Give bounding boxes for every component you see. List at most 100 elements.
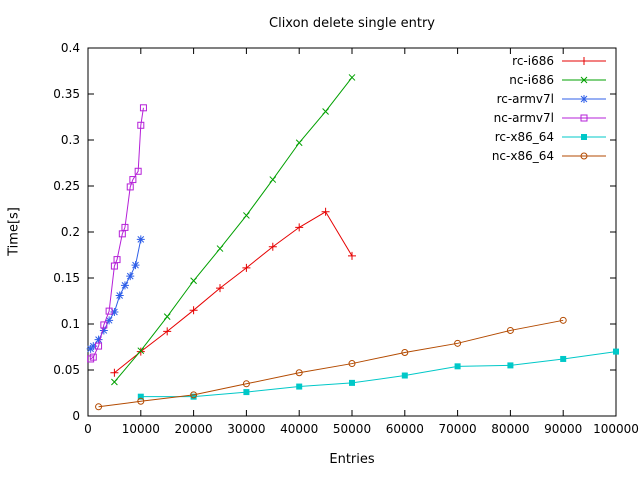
legend-label: nc-armv7l (494, 111, 554, 125)
data-point-marker (190, 393, 197, 400)
data-point-marker (190, 277, 197, 285)
data-point-marker (115, 291, 124, 300)
y-tick-label: 0.2 (61, 225, 80, 239)
y-tick-label: 0.25 (53, 179, 80, 193)
x-tick-label: 70000 (439, 422, 477, 436)
data-point-marker (580, 95, 588, 103)
legend-label: rc-armv7l (497, 92, 554, 106)
data-point-marker (137, 347, 145, 355)
legend-entry-rc-armv7l: rc-armv7l (497, 92, 606, 106)
data-point-marker (454, 363, 461, 370)
data-point-marker (507, 362, 514, 369)
y-tick-label: 0.35 (53, 87, 80, 101)
data-point-marker (454, 339, 462, 347)
x-tick-label: 10000 (122, 422, 160, 436)
legend-label: nc-x86_64 (492, 149, 554, 163)
data-point-marker (105, 307, 113, 315)
series-nc-armv7l (87, 104, 147, 363)
data-point-marker (129, 176, 137, 184)
data-point-marker (99, 326, 108, 335)
series-line (114, 77, 353, 383)
data-point-marker (560, 355, 567, 362)
y-tick-label: 0.3 (61, 133, 80, 147)
data-point-marker (581, 134, 587, 140)
data-point-marker (401, 372, 408, 379)
legend-entry-nc-x86_64: nc-x86_64 (492, 149, 606, 163)
data-point-marker (105, 316, 114, 325)
data-point-marker (94, 335, 103, 344)
data-point-marker (190, 391, 198, 399)
x-tick-label: 50000 (333, 422, 371, 436)
data-point-marker (559, 316, 567, 324)
legend-entry-rc-x86_64: rc-x86_64 (495, 130, 606, 144)
data-point-marker (295, 139, 303, 147)
data-point-marker (216, 245, 224, 252)
series-line (90, 239, 142, 350)
x-tick-label: 20000 (175, 422, 213, 436)
data-point-marker (131, 261, 140, 270)
data-point-marker (243, 389, 250, 396)
y-tick-label: 0.1 (61, 317, 80, 331)
data-point-marker (268, 242, 277, 251)
data-point-marker (348, 251, 356, 260)
data-point-marker (126, 272, 135, 281)
data-point-marker (95, 403, 103, 411)
y-tick-label: 0 (72, 409, 80, 423)
data-point-marker (136, 235, 145, 244)
x-tick-label: 100000 (593, 422, 639, 436)
data-point-marker (137, 393, 144, 400)
legend-label: rc-i686 (512, 54, 554, 68)
series-line (114, 211, 353, 374)
data-point-marker (295, 369, 303, 377)
data-point-marker (580, 76, 588, 84)
data-point-marker (120, 281, 129, 290)
data-point-marker (136, 347, 145, 356)
x-tick-label: 90000 (544, 422, 582, 436)
data-point-marker (349, 379, 355, 386)
series-rc-armv7l (86, 235, 145, 353)
data-point-marker (401, 349, 409, 357)
data-point-marker (580, 114, 588, 122)
data-point-marker (216, 284, 224, 293)
x-tick-label: 0 (84, 422, 92, 436)
y-tick-label: 0.4 (61, 41, 80, 55)
data-point-marker (269, 176, 277, 183)
data-point-marker (110, 368, 119, 377)
data-point-marker (613, 348, 619, 355)
data-point-marker (243, 212, 250, 219)
series-line (98, 319, 564, 408)
legend-label: nc-i686 (509, 73, 554, 87)
legend-label: rc-x86_64 (495, 130, 554, 144)
data-point-marker (126, 183, 134, 191)
legend-entry-nc-i686: nc-i686 (509, 73, 606, 87)
data-point-marker (348, 74, 356, 81)
data-point-marker (296, 383, 303, 390)
y-tick-label: 0.15 (53, 271, 80, 285)
legend-entry-rc-i686: rc-i686 (512, 54, 606, 68)
series-line (90, 107, 144, 360)
data-point-marker (506, 326, 514, 334)
data-point-marker (163, 313, 171, 320)
data-point-marker (111, 378, 118, 386)
data-point-marker (348, 360, 356, 368)
data-point-marker (242, 380, 250, 388)
data-point-marker (322, 108, 329, 115)
data-point-marker (89, 353, 97, 361)
data-point-marker (580, 57, 588, 65)
data-point-marker (242, 263, 251, 272)
data-point-marker (110, 308, 119, 317)
x-tick-label: 80000 (491, 422, 529, 436)
data-point-marker (95, 342, 103, 350)
series-nc-i686 (111, 74, 356, 386)
x-tick-label: 60000 (386, 422, 424, 436)
data-point-marker (321, 207, 330, 216)
y-tick-label: 0.05 (53, 363, 80, 377)
x-tick-label: 30000 (227, 422, 265, 436)
series-nc-x86_64 (95, 316, 567, 411)
data-point-marker (139, 104, 147, 112)
series-rc-i686 (110, 207, 356, 377)
data-point-marker (134, 167, 142, 175)
data-point-marker (89, 342, 98, 351)
data-point-marker (580, 152, 588, 160)
